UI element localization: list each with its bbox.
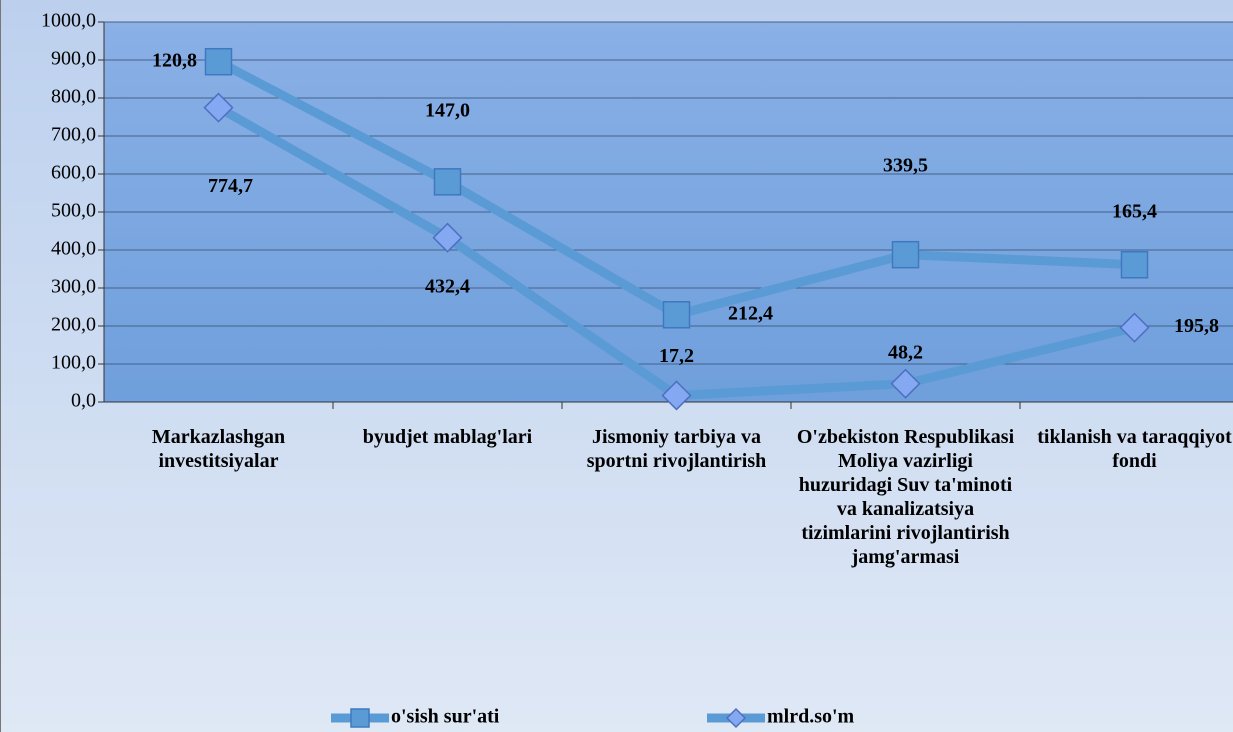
data-label: 339,5 bbox=[883, 154, 928, 176]
data-point bbox=[203, 92, 234, 123]
x-tick-label: Markazlashgan investitsiyalar bbox=[151, 426, 286, 472]
y-tick-label: 200,0 bbox=[51, 314, 96, 336]
legend-label: mlrd.so'm bbox=[767, 706, 855, 728]
legend-marker bbox=[350, 708, 370, 728]
y-tick-label: 500,0 bbox=[51, 200, 96, 222]
y-tick-label: 600,0 bbox=[51, 162, 96, 184]
data-label: 195,8 bbox=[1174, 315, 1219, 337]
data-label: 17,2 bbox=[659, 345, 694, 367]
data-label: 212,4 bbox=[728, 302, 773, 324]
data-point bbox=[662, 301, 691, 329]
data-label: 165,4 bbox=[1112, 200, 1157, 222]
y-tick-label: 300,0 bbox=[51, 276, 96, 298]
data-point bbox=[1119, 312, 1150, 343]
x-tick-label: Jismoniy tarbiya va sportni rivojlantiri… bbox=[586, 426, 767, 472]
data-point bbox=[432, 222, 463, 253]
data-point bbox=[661, 380, 692, 411]
y-tick-label: 400,0 bbox=[51, 238, 96, 260]
data-label: 120,8 bbox=[152, 49, 197, 71]
data-point bbox=[204, 47, 233, 76]
legend-marker bbox=[725, 707, 747, 729]
data-label: 774,7 bbox=[208, 175, 253, 197]
data-point bbox=[1120, 250, 1149, 279]
data-point bbox=[890, 368, 921, 399]
y-tick-label: 900,0 bbox=[51, 48, 96, 70]
data-label: 147,0 bbox=[425, 99, 470, 121]
y-tick-label: 100,0 bbox=[51, 352, 96, 374]
data-label: 48,2 bbox=[888, 341, 923, 363]
data-point bbox=[433, 168, 462, 196]
y-tick-label: 0,0 bbox=[71, 390, 96, 412]
y-tick-label: 700,0 bbox=[51, 124, 96, 146]
x-tick-label: tiklanish va taraqqiyot fondi bbox=[1037, 426, 1232, 472]
data-point bbox=[891, 240, 920, 269]
x-tick-label: O'zbekiston Respublikasi Moliya vazirlig… bbox=[796, 426, 1015, 568]
y-tick-label: 800,0 bbox=[51, 86, 96, 108]
x-tick-label: byudjet mablag'lari bbox=[362, 426, 533, 448]
y-tick-label: 1000,0 bbox=[41, 10, 96, 32]
data-label: 432,4 bbox=[425, 275, 470, 297]
legend-label: o'sish sur'ati bbox=[391, 706, 500, 728]
